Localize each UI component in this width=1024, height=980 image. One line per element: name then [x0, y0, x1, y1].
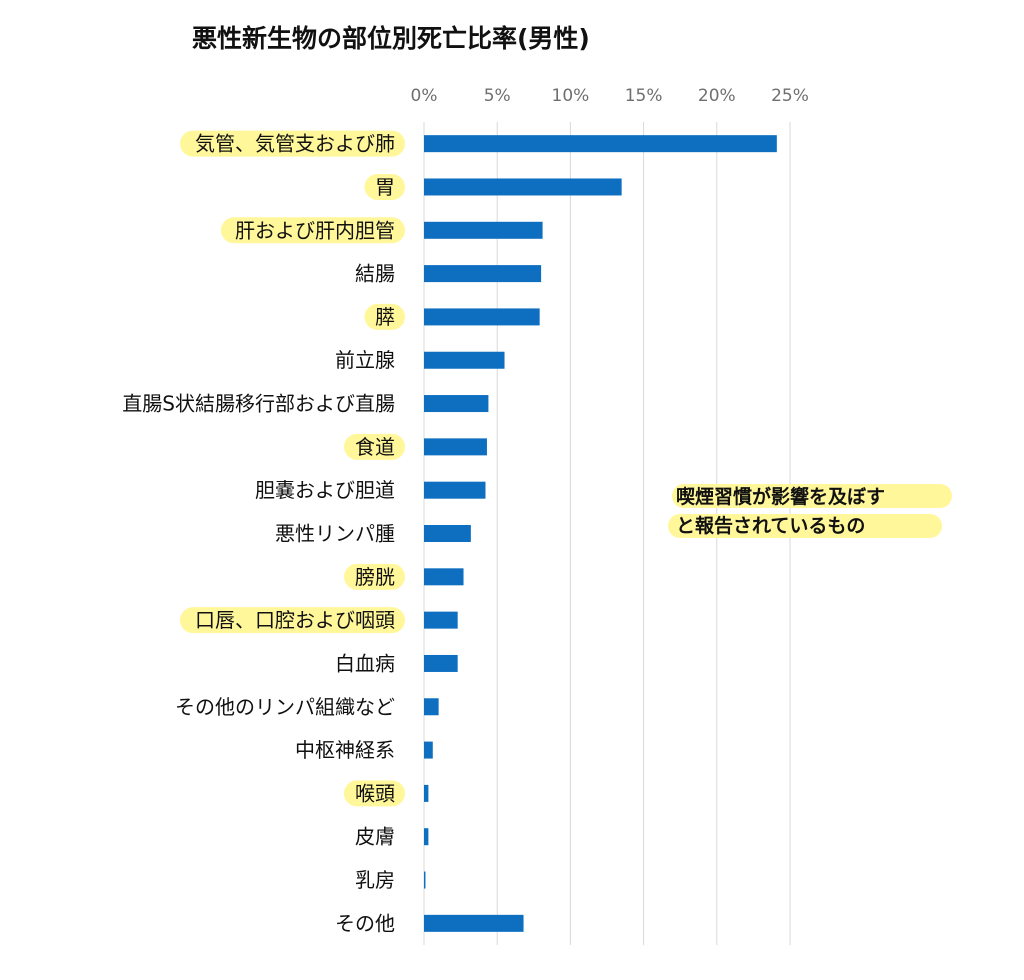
annotation-highlight [672, 484, 952, 508]
annotation-highlight [668, 514, 942, 538]
bar [424, 221, 543, 239]
bar [424, 525, 471, 542]
bar [424, 914, 524, 932]
bar [424, 654, 458, 672]
category-label: 膵 [375, 305, 395, 329]
bar [424, 351, 505, 369]
category-label: 前立腺 [335, 348, 395, 372]
bar [424, 395, 489, 413]
bar [424, 178, 622, 196]
category-label: 膀胱 [355, 565, 395, 589]
bar [424, 784, 429, 802]
category-label: 肝および肝内胆管 [235, 218, 395, 242]
x-tick-label: 10% [552, 86, 590, 106]
bar [424, 438, 487, 456]
bar [424, 871, 426, 889]
category-label: 皮膚 [355, 825, 395, 849]
category-label: 胃 [375, 175, 395, 199]
category-highlight [221, 217, 405, 244]
category-label: 乳房 [355, 868, 395, 892]
category-label: 悪性リンパ腫 [275, 522, 395, 546]
category-labels: 気管、気管支および肺胃肝および肝内胆管結腸膵前立腺直腸S状結腸移行部および直腸食… [122, 132, 395, 936]
category-label: 中枢神経系 [295, 738, 395, 762]
bar [424, 308, 540, 326]
bar [424, 741, 433, 759]
bar [424, 828, 429, 846]
bar [424, 698, 439, 716]
category-label: 口唇、口腔および咽頭 [195, 608, 395, 632]
x-tick-label: 5% [484, 86, 511, 106]
x-axis-ticks: 0% 5% 10% 15% 20% 25% [411, 86, 809, 106]
bar [424, 481, 486, 499]
category-label: 胆嚢および胆道 [255, 478, 395, 502]
category-label: 結腸 [355, 262, 395, 286]
x-tick-label: 20% [698, 86, 736, 106]
category-label: 食道 [355, 435, 395, 459]
x-tick-label: 25% [771, 86, 809, 106]
category-label: 直腸S状結腸移行部および直腸 [122, 392, 395, 416]
category-highlight [364, 173, 405, 200]
category-label: その他のリンパ組織など [175, 695, 395, 719]
bar [424, 265, 542, 283]
category-label: 白血病 [335, 651, 395, 675]
category-highlight [180, 607, 405, 634]
category-label: その他 [335, 911, 395, 935]
annotation: 喫煙習慣が影響を及ぼす と報告されているもの [668, 484, 952, 538]
bar [424, 611, 458, 629]
category-label: 喉頭 [355, 781, 395, 805]
bar [424, 568, 464, 586]
category-highlight [344, 433, 405, 460]
category-highlight [344, 563, 405, 590]
highlights [180, 130, 405, 807]
bars [424, 135, 777, 932]
category-highlight [180, 130, 405, 157]
bar [424, 135, 777, 153]
category-label: 気管、気管支および肺 [195, 132, 395, 156]
category-highlight [344, 780, 405, 807]
category-highlight [364, 303, 405, 330]
x-tick-label: 15% [625, 86, 663, 106]
chart-title: 悪性新生物の部位別死亡比率(男性) [192, 24, 590, 53]
annotation-line-2: と報告されているもの [676, 514, 865, 537]
annotation-line-1: 喫煙習慣が影響を及ぼす [676, 485, 885, 508]
x-tick-label: 0% [411, 86, 438, 106]
